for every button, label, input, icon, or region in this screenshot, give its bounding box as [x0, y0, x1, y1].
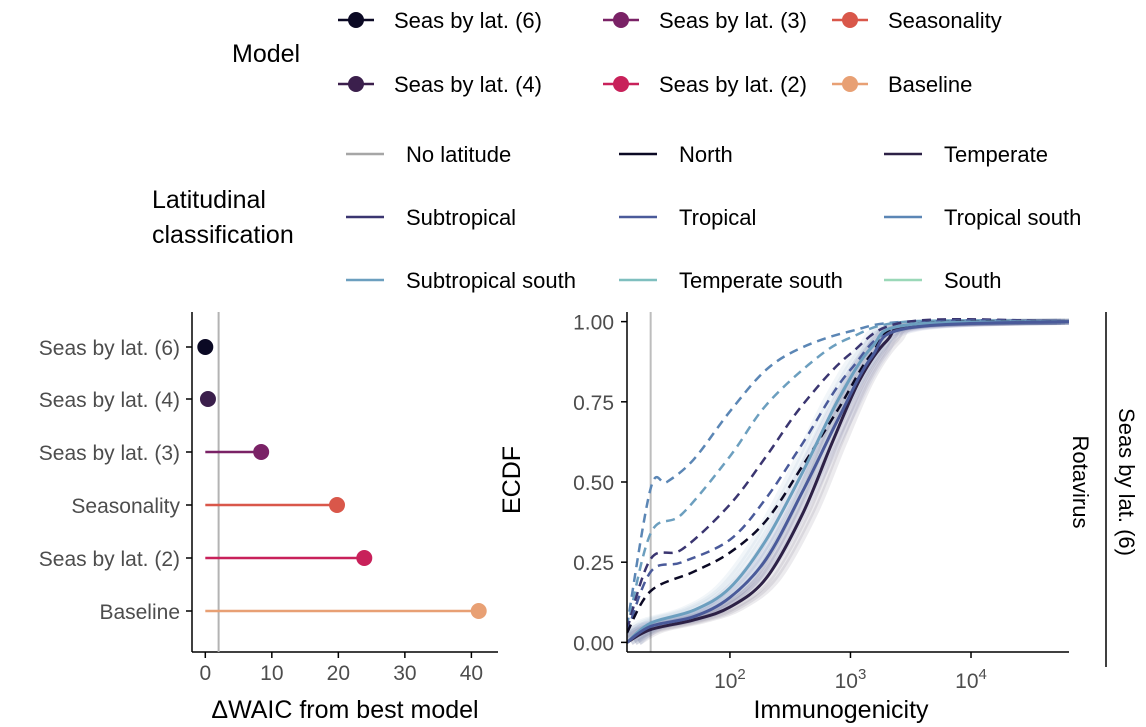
- latitude-legend-label: North: [679, 142, 733, 167]
- waic-x-tick-label: 10: [260, 662, 283, 685]
- model-legend-title: Model: [232, 40, 300, 68]
- latitude-legend-title-line1: Latitudinal: [152, 186, 266, 214]
- ecdf-x-tick-label: 103: [835, 666, 867, 693]
- ecdf-uncertainty-band: [627, 318, 1058, 637]
- waic-category-label: Seasonality: [71, 495, 180, 518]
- waic-point: [356, 550, 373, 566]
- latitude-legend-label: Subtropical south: [406, 268, 576, 293]
- waic-x-axis-label: ΔWAIC from best model: [211, 696, 478, 724]
- model-legend-label: Baseline: [888, 72, 972, 97]
- model-legend-key-point: [348, 76, 364, 92]
- model-legend-key-point: [348, 12, 364, 28]
- latitude-legend-label: Temperate: [944, 142, 1048, 167]
- model-legend-label: Seas by lat. (3): [659, 8, 807, 33]
- latitude-legend-label: South: [944, 268, 1002, 293]
- model-legend-label: Seas by lat. (6): [394, 8, 542, 33]
- model-legend-label: Seas by lat. (2): [659, 72, 807, 97]
- latitude-legend-label: Tropical: [679, 205, 756, 230]
- waic-category-label: Seas by lat. (6): [39, 337, 180, 360]
- ecdf-x-tick-label: 102: [714, 666, 746, 693]
- ecdf-y-axis-label: ECDF: [498, 446, 526, 514]
- model-legend-key-point: [842, 76, 858, 92]
- ecdf-facet-strip-label: Seas by lat. (6): [1114, 408, 1139, 556]
- ecdf-uncertainty-band: [627, 318, 1057, 635]
- waic-lollipop-chart: Seas by lat. (6) Seas by lat. (4) Seas by …: [39, 312, 498, 724]
- model-legend-label: Seas by lat. (4): [394, 72, 542, 97]
- model-legend: Model Seas by lat. (6) Seas by lat. (3) Se…: [232, 8, 1002, 97]
- latitude-legend-label: No latitude: [406, 142, 511, 167]
- model-legend-key-point: [613, 76, 629, 92]
- model-legend-key-point: [842, 12, 858, 28]
- latitude-legend-label: Subtropical: [406, 205, 516, 230]
- waic-category-label: Seas by lat. (3): [39, 442, 180, 465]
- ecdf-y-tick-label: 0.50: [573, 472, 614, 495]
- waic-x-tick-label: 20: [327, 662, 350, 685]
- ecdf-x-axis-label: Immunogenicity: [753, 696, 929, 724]
- waic-x-tick-label: 0: [199, 662, 211, 685]
- latitude-legend-title-line2: classification: [152, 221, 294, 249]
- ecdf-facet-label: Rotavirus: [1068, 436, 1093, 529]
- model-legend-key-point: [613, 12, 629, 28]
- waic-category-label: Seas by lat. (4): [39, 389, 180, 412]
- waic-x-tick-label: 40: [460, 662, 483, 685]
- latitude-legend-label: Temperate south: [679, 268, 843, 293]
- ecdf-dashed-series-line: [627, 319, 1069, 627]
- ecdf-series-line: [627, 320, 1069, 644]
- waic-point: [199, 391, 216, 407]
- ecdf-uncertainty-band: [627, 318, 1057, 639]
- latitude-legend: Latitudinal classification No latitude No…: [152, 142, 1081, 293]
- waic-point: [329, 497, 346, 513]
- ecdf-y-tick-label: 0.00: [573, 632, 614, 655]
- ecdf-dashed-series-line: [627, 318, 1069, 630]
- waic-category-label: Seas by lat. (2): [39, 548, 180, 571]
- latitude-legend-label: Tropical south: [944, 205, 1081, 230]
- ecdf-y-tick-label: 1.00: [573, 312, 614, 335]
- waic-category-label: Baseline: [99, 601, 180, 624]
- ecdf-y-tick-label: 0.25: [573, 552, 614, 575]
- ecdf-dashed-series-line: [627, 319, 1069, 630]
- waic-x-tick-label: 30: [393, 662, 416, 685]
- ecdf-y-tick-label: 0.75: [573, 392, 614, 415]
- waic-point: [253, 444, 270, 460]
- model-legend-label: Seasonality: [888, 8, 1002, 33]
- ecdf-x-tick-label: 104: [955, 666, 987, 693]
- ecdf-series-line: [627, 320, 1069, 644]
- waic-point: [197, 339, 214, 355]
- ecdf-chart: 0.00 0.25 0.50 0.75 1.00 102 103 104 ECDF Immu…: [498, 312, 1139, 724]
- waic-point: [470, 603, 487, 619]
